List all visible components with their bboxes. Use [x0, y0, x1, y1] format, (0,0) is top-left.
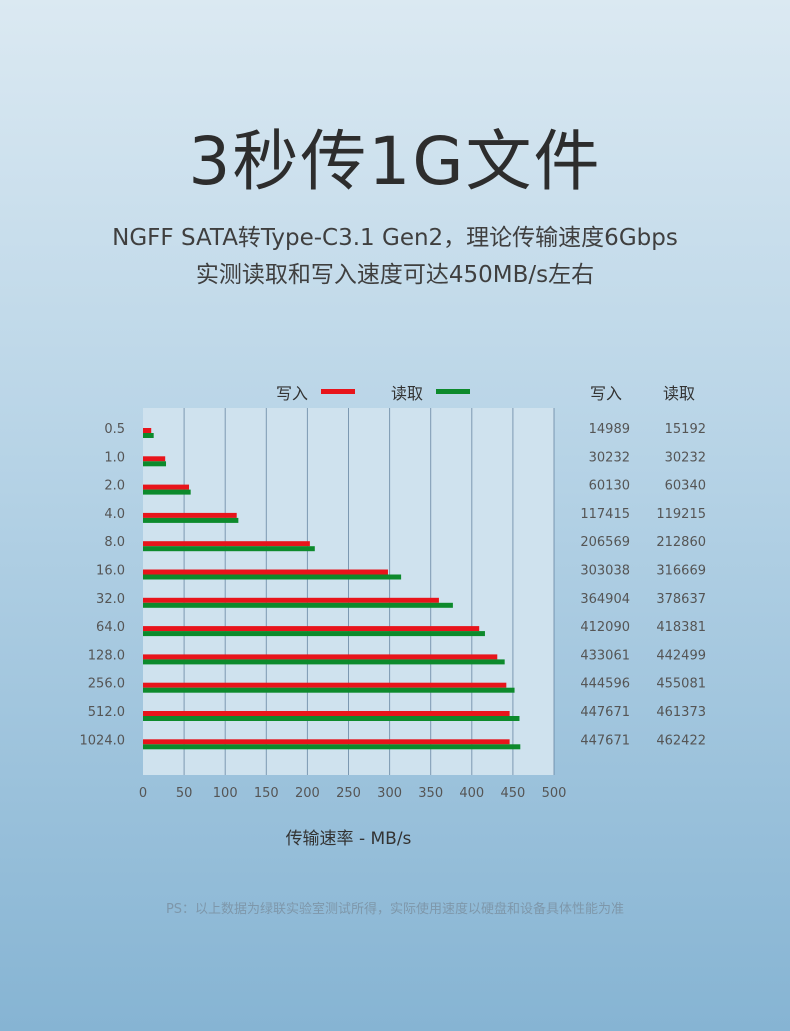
- table-value-write: 30232: [589, 450, 630, 465]
- bar-write: [143, 654, 498, 660]
- x-tick-label: 50: [176, 786, 193, 801]
- bar-write: [143, 682, 507, 688]
- x-tick-label: 300: [377, 786, 402, 801]
- y-tick-label: 4.0: [104, 507, 125, 522]
- table-value-read: 418381: [656, 620, 706, 635]
- bar-read: [143, 716, 520, 721]
- x-tick-label: 450: [500, 786, 525, 801]
- table-value-write: 117415: [580, 507, 630, 522]
- table-value-read: 455081: [656, 677, 706, 692]
- y-tick-label: 512.0: [88, 705, 125, 720]
- y-tick-label: 2.0: [104, 479, 125, 494]
- table-value-read: 442499: [656, 648, 706, 663]
- x-tick-label: 400: [459, 786, 484, 801]
- legend-read-label: 读取: [391, 384, 424, 403]
- footnote: PS：以上数据为绿联实验室测试所得，实际使用速度以硬盘和设备具体性能为准: [165, 902, 625, 917]
- x-axis-label: 传输速率 - MB/s: [286, 829, 412, 849]
- bar-read: [143, 461, 167, 467]
- y-tick-label: 32.0: [96, 592, 125, 607]
- x-tick-label: 250: [336, 786, 361, 801]
- bar-read: [143, 744, 521, 750]
- table-header-read: 读取: [663, 384, 696, 403]
- legend-write-swatch: [321, 389, 355, 394]
- table-value-write: 14989: [589, 422, 630, 437]
- y-tick-label: 8.0: [104, 535, 125, 550]
- bar-write: [143, 597, 439, 603]
- x-tick-label: 100: [213, 786, 238, 801]
- table-value-read: 378637: [656, 592, 706, 607]
- table-value-write: 447671: [580, 733, 630, 748]
- table-value-write: 206569: [580, 535, 630, 550]
- table-value-read: 119215: [656, 507, 706, 522]
- bar-write: [143, 484, 190, 490]
- table-value-write: 447671: [580, 705, 630, 720]
- bar-read: [143, 546, 315, 552]
- bar-read: [143, 517, 239, 523]
- bar-write: [143, 626, 480, 632]
- y-tick-label: 1024.0: [80, 733, 126, 748]
- legend-write-label: 写入: [276, 384, 309, 403]
- table-value-read: 15192: [665, 422, 706, 437]
- bar-write: [143, 739, 510, 745]
- bar-read: [143, 489, 191, 495]
- x-tick-label: 150: [254, 786, 279, 801]
- legend-read-swatch: [436, 389, 470, 394]
- table-value-read: 212860: [656, 535, 706, 550]
- x-tick-label: 200: [295, 786, 320, 801]
- bar-write: [143, 428, 152, 433]
- x-tick-label: 350: [418, 786, 443, 801]
- y-tick-label: 1.0: [104, 450, 125, 465]
- y-tick-label: 128.0: [88, 648, 125, 663]
- bar-read: [143, 659, 505, 665]
- bar-read: [143, 574, 402, 580]
- table-value-read: 462422: [656, 733, 706, 748]
- table-value-write: 433061: [580, 648, 630, 663]
- bar-read: [143, 602, 453, 608]
- bar-read: [143, 631, 485, 637]
- table-value-write: 412090: [580, 620, 630, 635]
- table-value-write: 364904: [580, 592, 630, 607]
- table-value-write: 303038: [580, 564, 630, 579]
- x-tick-label: 0: [139, 786, 147, 801]
- table-value-write: 444596: [580, 677, 630, 692]
- table-value-read: 461373: [656, 705, 706, 720]
- bar-read: [143, 687, 515, 693]
- bar-read: [143, 433, 154, 438]
- y-tick-label: 16.0: [96, 564, 125, 579]
- bar-write: [143, 711, 510, 716]
- subtitle-line-2: 实测读取和写入速度可达450MB/s左右: [195, 262, 595, 288]
- table-value-write: 60130: [589, 479, 630, 494]
- y-tick-label: 64.0: [96, 620, 125, 635]
- y-tick-label: 0.5: [104, 422, 125, 437]
- bar-write: [143, 569, 388, 575]
- page-title: 3秒传1G文件: [188, 123, 602, 200]
- table-value-read: 60340: [665, 479, 706, 494]
- x-tick-label: 500: [542, 786, 567, 801]
- bar-write: [143, 541, 310, 547]
- bar-write: [143, 456, 166, 462]
- table-value-read: 30232: [665, 450, 706, 465]
- bar-write: [143, 512, 237, 518]
- y-tick-label: 256.0: [88, 677, 125, 692]
- table-value-read: 316669: [656, 564, 706, 579]
- table-header-write: 写入: [590, 384, 623, 403]
- subtitle-line-1: NGFF SATA转Type-C3.1 Gen2，理论传输速度6Gbps: [112, 225, 678, 251]
